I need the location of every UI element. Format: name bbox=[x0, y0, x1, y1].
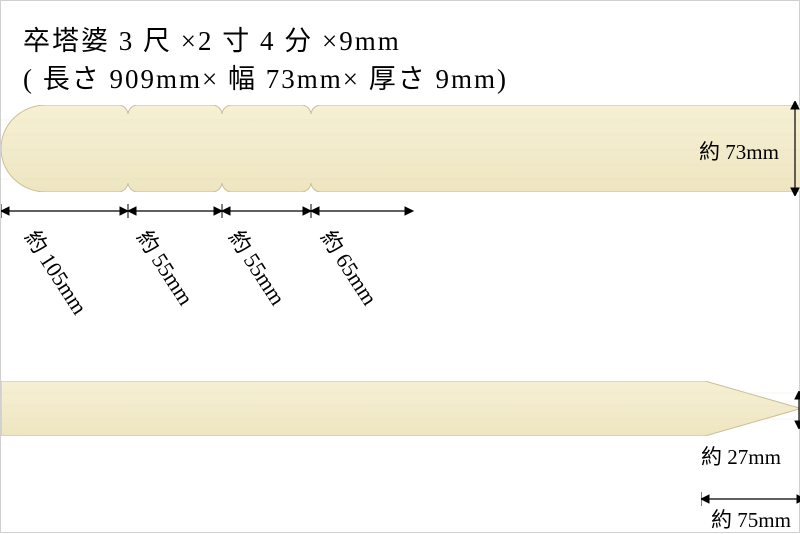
dim-seg3-label: 約 55mm bbox=[222, 223, 294, 311]
dim-top-width-label: 約 73mm bbox=[699, 136, 779, 166]
dim-seg2-label: 約 55mm bbox=[130, 223, 202, 311]
dim-seg1-label: 約 105mm bbox=[18, 223, 96, 320]
dim-bottom-tipheight-arrow bbox=[793, 391, 800, 429]
dim-top-width-arrow bbox=[789, 101, 800, 196]
dim-bottom-tiplength-label: 約 75mm bbox=[711, 504, 791, 534]
title-line-2: ( 長さ 909mm× 幅 73mm× 厚さ 9mm) bbox=[23, 57, 508, 96]
dim-seg4-label: 約 65mm bbox=[314, 223, 386, 311]
dim-bottom-tipheight-label: 約 27mm bbox=[701, 441, 781, 471]
dim-seg-arrows bbox=[1, 201, 421, 221]
sotoba-bottom-plank bbox=[1, 381, 800, 436]
title-line-1: 卒塔婆 3 尺 ×2 寸 4 分 ×9mm bbox=[23, 19, 401, 58]
sotoba-top-plank bbox=[1, 105, 800, 192]
